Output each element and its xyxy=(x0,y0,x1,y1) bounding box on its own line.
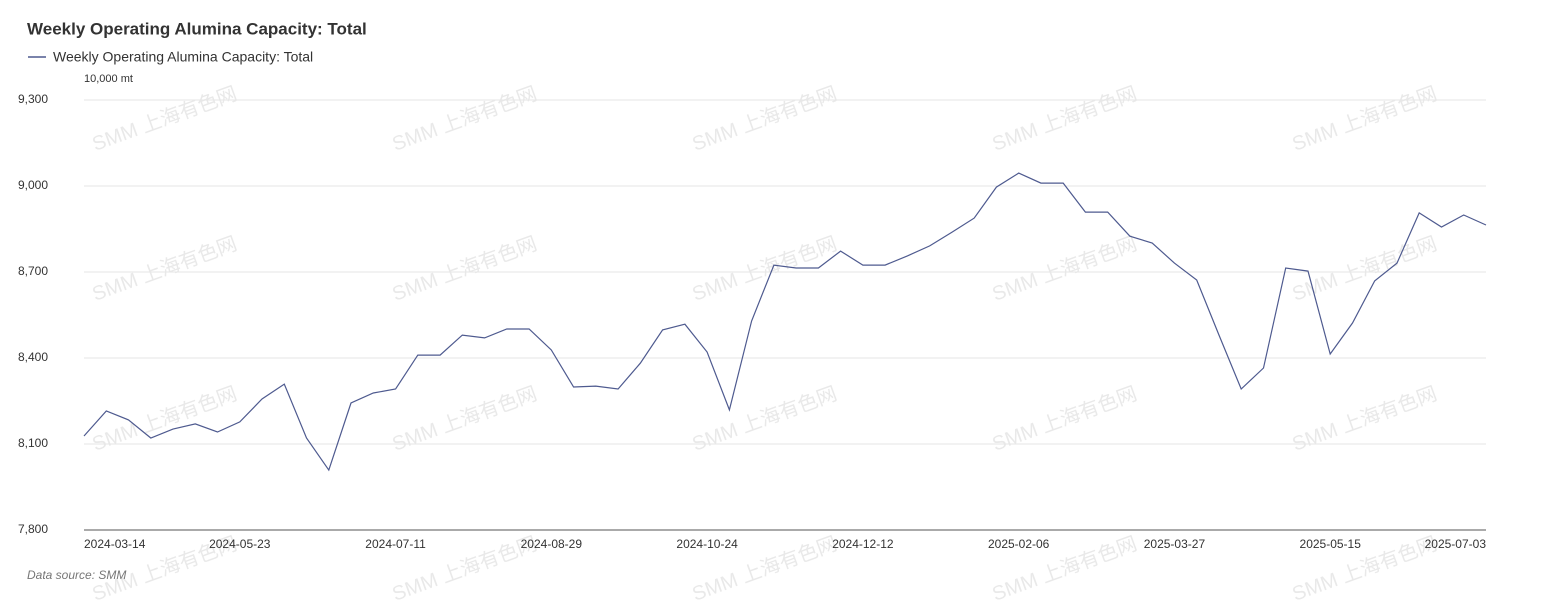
watermark: SMM 上海有色网 xyxy=(389,232,540,306)
watermark: SMM 上海有色网 xyxy=(1289,232,1440,306)
y-tick-label: 9,300 xyxy=(18,92,48,106)
watermark: SMM 上海有色网 xyxy=(689,382,840,456)
x-tick-label: 2025-03-27 xyxy=(1144,537,1206,551)
x-tick-label: 2024-12-12 xyxy=(832,537,894,551)
y-tick-label: 8,100 xyxy=(18,436,48,450)
watermark: SMM 上海有色网 xyxy=(1289,82,1440,156)
watermark: SMM 上海有色网 xyxy=(989,232,1140,306)
chart-title: Weekly Operating Alumina Capacity: Total xyxy=(27,19,367,38)
watermark: SMM 上海有色网 xyxy=(689,82,840,156)
watermarks: SMM 上海有色网 SMM 上海有色网 SMM 上海有色网 SMM 上海有色网 SMM … xyxy=(89,82,1440,600)
x-tick-label: 2025-07-03 xyxy=(1425,537,1487,551)
data-line xyxy=(83,172,1487,472)
x-tick-label: 2024-07-11 xyxy=(365,537,426,551)
watermark: SMM 上海有色网 xyxy=(989,82,1140,156)
x-tick-label: 2024-05-23 xyxy=(209,537,271,551)
x-tick-label: 2024-08-29 xyxy=(521,537,583,551)
watermark: SMM 上海有色网 xyxy=(1289,382,1440,456)
unit-label: 10,000 mt xyxy=(84,73,133,85)
x-tick-label: 2024-03-14 xyxy=(84,537,146,551)
x-tick-label: 2025-05-15 xyxy=(1300,537,1362,551)
legend-label[interactable]: Weekly Operating Alumina Capacity: Total xyxy=(53,49,313,65)
y-tick-label: 8,700 xyxy=(18,264,48,278)
watermark: SMM 上海有色网 xyxy=(389,382,540,456)
data-source: Data source: SMM xyxy=(27,568,126,582)
y-tick-label: 9,000 xyxy=(18,178,48,192)
watermark: SMM 上海有色网 xyxy=(689,232,840,306)
watermark: SMM 上海有色网 xyxy=(89,82,240,156)
y-tick-label: 7,800 xyxy=(18,522,48,536)
watermark: SMM 上海有色网 xyxy=(89,382,240,456)
watermark: SMM 上海有色网 xyxy=(89,232,240,306)
watermark: SMM 上海有色网 xyxy=(989,382,1140,456)
watermark: SMM 上海有色网 xyxy=(389,82,540,156)
x-tick-label: 2025-02-06 xyxy=(988,537,1050,551)
x-tick-label: 2024-10-24 xyxy=(676,537,738,551)
y-tick-label: 8,400 xyxy=(18,350,48,364)
